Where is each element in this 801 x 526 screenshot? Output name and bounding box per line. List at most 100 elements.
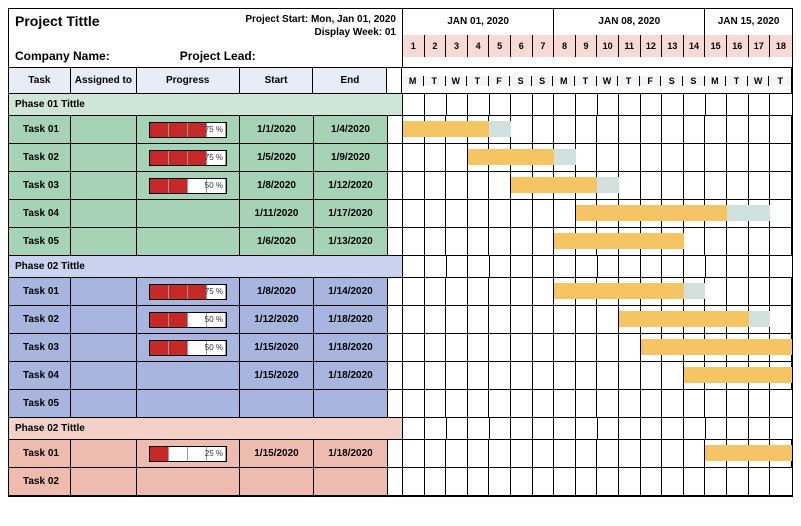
task-timeline — [403, 228, 792, 255]
task-row: Task 05 — [9, 390, 792, 418]
task-progress-cell: 75 % — [137, 116, 240, 143]
progress-box: 75 % — [149, 150, 227, 166]
gantt-bar — [511, 177, 597, 193]
day-of-week: T — [726, 76, 748, 86]
project-title: Project Tittle — [15, 13, 100, 29]
company-label: Company Name: — [15, 49, 110, 63]
task-row: Task 051/6/20201/13/2020 — [9, 228, 792, 256]
task-start: 1/15/2020 — [240, 334, 314, 361]
task-start: 1/5/2020 — [240, 144, 314, 171]
task-timeline — [403, 116, 792, 143]
task-name: Task 02 — [9, 468, 71, 495]
day-number-header: 123456789101112131415161718 — [403, 35, 792, 57]
header-row: Project Tittle Project Start: Mon, Jan 0… — [9, 9, 792, 68]
task-end: 1/4/2020 — [314, 116, 388, 143]
gantt-bar — [403, 121, 489, 137]
task-progress-cell: 75 % — [137, 144, 240, 171]
task-timeline — [403, 334, 792, 361]
task-assigned — [71, 334, 137, 361]
gantt-bar — [468, 149, 554, 165]
gantt-bar-tail — [727, 205, 770, 221]
gap-cell — [388, 440, 403, 467]
day-number: 2 — [425, 35, 447, 57]
task-row: Task 0175 %1/1/20201/4/2020 — [9, 116, 792, 144]
task-timeline — [403, 200, 792, 227]
task-timeline — [403, 144, 792, 171]
task-timeline — [403, 440, 792, 467]
day-of-week: T — [467, 76, 489, 86]
gap-cell — [388, 172, 403, 199]
task-assigned — [71, 390, 137, 417]
task-row: Task 0250 %1/12/20201/18/2020 — [9, 306, 792, 334]
gap-cell — [388, 116, 403, 143]
task-row: Task 041/11/20201/17/2020 — [9, 200, 792, 228]
task-start: 1/15/2020 — [240, 440, 314, 467]
task-start: 1/11/2020 — [240, 200, 314, 227]
gap-cell — [388, 144, 403, 171]
task-start: 1/15/2020 — [240, 362, 314, 389]
task-start: 1/8/2020 — [240, 172, 314, 199]
gantt-bar-tail — [684, 283, 706, 299]
task-start: 1/6/2020 — [240, 228, 314, 255]
task-assigned — [71, 278, 137, 305]
task-assigned — [71, 440, 137, 467]
day-number: 18 — [770, 35, 792, 57]
gantt-bar — [554, 233, 684, 249]
progress-box: 50 % — [149, 312, 227, 328]
task-name: Task 05 — [9, 390, 71, 417]
task-progress-cell: 50 % — [137, 334, 240, 361]
day-number: 1 — [403, 35, 425, 57]
day-of-week: T — [618, 76, 640, 86]
day-of-week: S — [683, 76, 705, 86]
header-left: Project Tittle Project Start: Mon, Jan 0… — [9, 9, 403, 67]
gantt-bar — [576, 205, 727, 221]
day-number: 17 — [749, 35, 771, 57]
task-timeline — [403, 172, 792, 199]
gantt-bar-tail — [597, 177, 619, 193]
task-assigned — [71, 468, 137, 495]
progress-pct: 50 % — [205, 315, 223, 324]
week-group-label: JAN 08, 2020 — [554, 9, 705, 35]
gantt-bar — [641, 339, 792, 355]
day-of-week: F — [640, 76, 662, 86]
gap-cell — [388, 200, 403, 227]
progress-pct: 50 % — [205, 343, 223, 352]
gap-cell — [388, 228, 403, 255]
task-progress-cell: 25 % — [137, 440, 240, 467]
task-name: Task 03 — [9, 334, 71, 361]
day-number: 10 — [597, 35, 619, 57]
task-name: Task 01 — [9, 278, 71, 305]
day-of-week: M — [402, 76, 424, 86]
day-of-week: M — [705, 76, 727, 86]
progress-box: 75 % — [149, 284, 227, 300]
gantt-bar — [619, 311, 749, 327]
task-assigned — [71, 200, 137, 227]
gantt-chart: Project Tittle Project Start: Mon, Jan 0… — [8, 8, 793, 497]
project-lead-label: Project Lead: — [180, 49, 256, 63]
day-of-week: S — [510, 76, 532, 86]
task-start — [240, 390, 314, 417]
gap-cell — [388, 390, 403, 417]
gantt-bar — [684, 367, 792, 383]
progress-pct: 75 % — [205, 287, 223, 296]
task-row: Task 0350 %1/15/20201/18/2020 — [9, 334, 792, 362]
task-progress-cell: 50 % — [137, 172, 240, 199]
task-end: 1/14/2020 — [314, 278, 388, 305]
day-number: 7 — [533, 35, 555, 57]
week-group-header: JAN 01, 2020JAN 08, 2020JAN 15, 2020 — [403, 9, 792, 35]
task-start: 1/8/2020 — [240, 278, 314, 305]
task-start: 1/12/2020 — [240, 306, 314, 333]
phase-header: Phase 02 Tittle — [9, 418, 792, 440]
task-name: Task 04 — [9, 362, 71, 389]
day-of-week-header: MTWTFSSMTWTFSSMTWT — [402, 68, 792, 94]
day-number: 13 — [662, 35, 684, 57]
task-end: 1/18/2020 — [314, 362, 388, 389]
task-end: 1/12/2020 — [314, 172, 388, 199]
phase-header: Phase 01 Tittle — [9, 94, 792, 116]
day-of-week: T — [424, 76, 446, 86]
phase-title: Phase 02 Tittle — [9, 418, 403, 439]
day-number: 9 — [576, 35, 598, 57]
task-progress-cell — [137, 390, 240, 417]
task-row: Task 04 1/15/20201/18/2020 — [9, 362, 792, 390]
day-number: 6 — [511, 35, 533, 57]
